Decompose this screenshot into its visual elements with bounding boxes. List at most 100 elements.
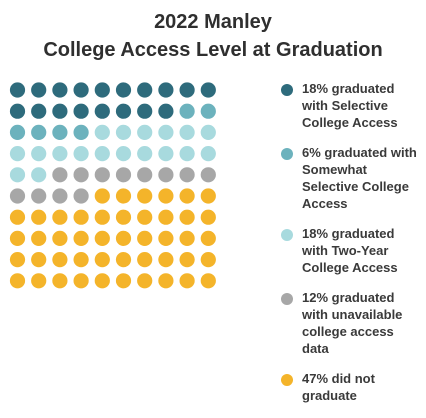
waffle-dot: [200, 124, 216, 140]
waffle-dot: [179, 188, 195, 204]
waffle-dot: [137, 230, 153, 246]
waffle-dot: [137, 188, 153, 204]
waffle-dot: [52, 103, 68, 119]
waffle-dot: [94, 82, 110, 98]
waffle-dot: [200, 273, 216, 289]
legend-dot-selective: [281, 84, 293, 96]
legend-dot-unavailable: [281, 293, 293, 305]
legend-label-two-year: 18% graduated with Two-Year College Acce…: [302, 226, 398, 275]
waffle-dot: [179, 167, 195, 183]
waffle-dot: [9, 252, 26, 268]
waffle-dot: [73, 273, 89, 289]
waffle-dot: [73, 188, 89, 204]
waffle-dot: [115, 252, 132, 268]
waffle-dot: [31, 230, 47, 246]
waffle-dot: [200, 188, 216, 204]
legend-item-unavailable: 12% graduated with unavailable college a…: [281, 289, 421, 357]
waffle-dot: [9, 82, 26, 98]
waffle-dot: [31, 124, 47, 140]
waffle-dot: [31, 209, 47, 225]
legend-dot-two-year: [281, 229, 293, 241]
waffle-dot: [137, 82, 153, 98]
waffle-dot: [94, 252, 110, 268]
waffle-dot: [115, 82, 132, 98]
waffle-dot: [115, 273, 132, 289]
waffle-dot: [73, 82, 89, 98]
waffle-dot: [137, 209, 153, 225]
waffle-dot: [94, 273, 110, 289]
waffle-dot: [115, 209, 132, 225]
waffle-dot: [158, 252, 174, 268]
waffle-dot: [115, 167, 132, 183]
waffle-dot: [200, 146, 216, 162]
waffle-dot: [200, 167, 216, 183]
waffle-dot: [94, 103, 110, 119]
waffle-dot: [9, 167, 26, 183]
waffle-dot: [52, 230, 68, 246]
legend-item-two-year: 18% graduated with Two-Year College Acce…: [281, 225, 421, 276]
waffle-dot: [73, 209, 89, 225]
waffle-dot: [158, 209, 174, 225]
waffle-dot: [158, 124, 174, 140]
waffle-dot: [179, 82, 195, 98]
waffle-dot: [9, 209, 26, 225]
legend-label-somewhat-selective: 6% graduated with Somewhat Selective Col…: [302, 145, 417, 211]
waffle-dot: [200, 103, 216, 119]
waffle-dot: [9, 188, 26, 204]
waffle-dot: [179, 124, 195, 140]
waffle-dot: [31, 273, 47, 289]
legend-item-somewhat-selective: 6% graduated with Somewhat Selective Col…: [281, 144, 421, 212]
chart-title-line2: College Access Level at Graduation: [43, 39, 383, 61]
waffle-dot: [73, 146, 89, 162]
waffle-dot: [179, 230, 195, 246]
waffle-dot: [31, 252, 47, 268]
waffle-dot: [94, 188, 110, 204]
chart-title-line1: 2022 Manley: [154, 11, 272, 33]
waffle-dot: [73, 167, 89, 183]
waffle-dot: [52, 252, 68, 268]
waffle-dot: [9, 230, 26, 246]
waffle-dot: [200, 252, 216, 268]
waffle-dot: [52, 82, 68, 98]
legend-dot-somewhat-selective: [281, 148, 293, 160]
waffle-dot: [158, 230, 174, 246]
waffle-dot: [9, 103, 26, 119]
waffle-dot: [52, 146, 68, 162]
waffle-dot: [52, 124, 68, 140]
waffle-dot: [31, 167, 47, 183]
waffle-dot: [73, 252, 89, 268]
waffle-dot: [115, 230, 132, 246]
waffle-dot: [94, 209, 110, 225]
waffle-dot: [158, 82, 174, 98]
waffle-dot: [115, 124, 132, 140]
waffle-dot: [73, 230, 89, 246]
waffle-dot: [94, 167, 110, 183]
waffle-dot: [9, 146, 26, 162]
waffle-dot: [31, 146, 47, 162]
waffle-dot: [94, 124, 110, 140]
waffle-dot: [158, 188, 174, 204]
waffle-dot: [31, 103, 47, 119]
legend-item-selective: 18% graduated with Selective College Acc…: [281, 80, 421, 131]
waffle-chart: [9, 82, 216, 289]
waffle-dot: [200, 82, 216, 98]
waffle-dot: [31, 188, 47, 204]
waffle-dot: [52, 209, 68, 225]
waffle-dot: [137, 167, 153, 183]
waffle-dot: [200, 209, 216, 225]
waffle-dot: [158, 146, 174, 162]
waffle-dot: [200, 230, 216, 246]
waffle-dot: [179, 209, 195, 225]
waffle-dot: [137, 252, 153, 268]
legend-item-did-not-graduate: 47% did not graduate: [281, 370, 421, 404]
waffle-dot: [137, 124, 153, 140]
legend-label-unavailable: 12% graduated with unavailable college a…: [302, 290, 403, 356]
waffle-dot: [179, 273, 195, 289]
waffle-dot: [94, 230, 110, 246]
waffle-dot: [158, 167, 174, 183]
waffle-dot: [158, 273, 174, 289]
waffle-dot: [9, 124, 26, 140]
waffle-dot: [115, 103, 132, 119]
waffle-dot: [179, 252, 195, 268]
waffle-dot: [73, 103, 89, 119]
